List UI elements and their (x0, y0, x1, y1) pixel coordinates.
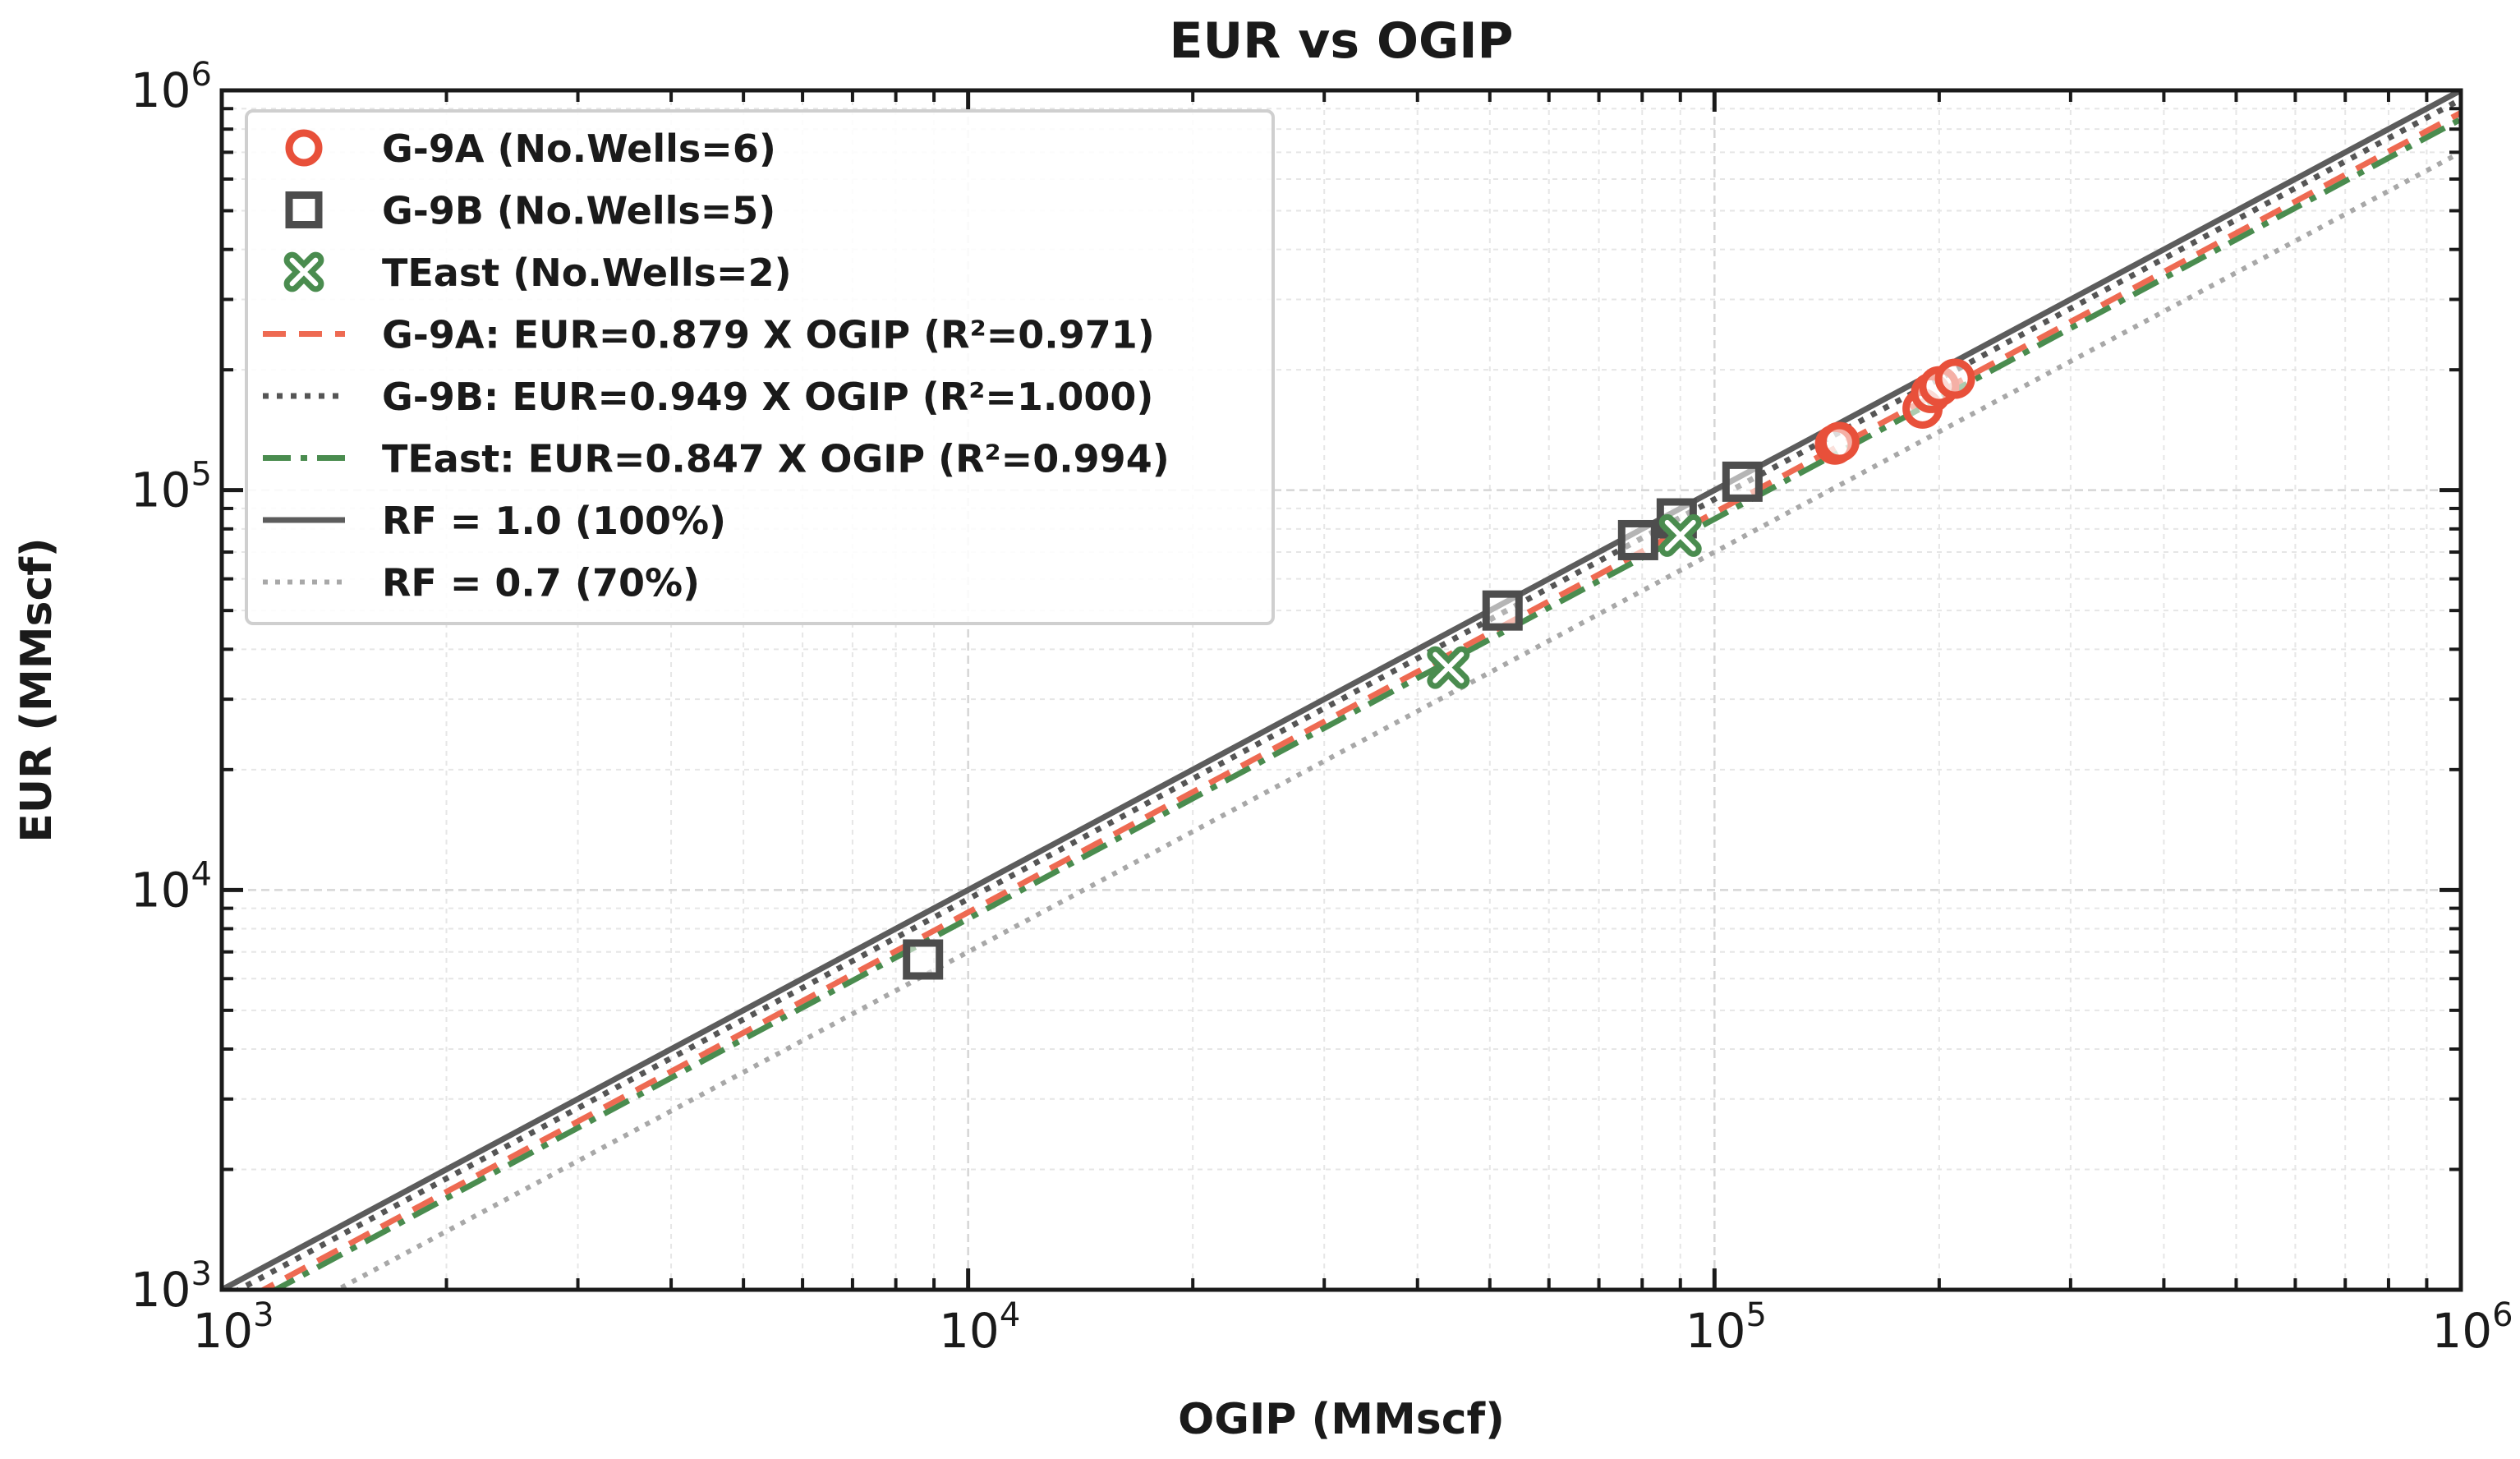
data-point (903, 939, 944, 980)
fit-line (232, 96, 2461, 1290)
fit-line (222, 90, 2461, 1290)
data-point (1482, 590, 1523, 631)
data-point-highlight (289, 257, 319, 287)
y-axis-label: EUR (MMscf) (12, 537, 62, 842)
data-point (1819, 421, 1860, 463)
data-point (1722, 461, 1763, 502)
x-tick-label: 105 (1685, 1296, 1767, 1359)
data-points (903, 358, 1975, 980)
legend-label: G-9B: EUR=0.949 X OGIP (R²=1.000) (382, 375, 1153, 419)
data-point (1934, 358, 1975, 399)
chart-title: EUR vs OGIP (1169, 12, 1513, 70)
legend-label: G-9A (No.Wells=6) (382, 127, 776, 171)
data-point-highlight (1432, 651, 1465, 683)
legend-label: G-9B (No.Wells=5) (382, 189, 775, 233)
tick-labels: 103 104 105 106 103 104 105 106 (131, 56, 2513, 1359)
legend-label: G-9A: EUR=0.879 X OGIP (R²=0.971) (382, 313, 1155, 357)
legend-label: TEast (No.Wells=2) (382, 251, 792, 295)
plot-frame (219, 88, 2463, 1292)
fit-line (257, 110, 2461, 1290)
x-tick-label: 104 (939, 1296, 1020, 1359)
y-tick-label: 103 (131, 1255, 212, 1318)
x-tick-label: 103 (192, 1296, 274, 1359)
fit-line (332, 150, 2461, 1290)
legend-label: RF = 1.0 (100%) (382, 499, 726, 543)
y-tick-label: 104 (131, 855, 212, 918)
fit-line (269, 117, 2461, 1290)
legend-box (245, 109, 1275, 625)
y-tick-label: 105 (131, 456, 212, 518)
data-point-highlight (1664, 519, 1696, 551)
x-axis-label: OGIP (MMscf) (1178, 1395, 1505, 1444)
data-point (285, 191, 323, 228)
legend-label: TEast: EUR=0.847 X OGIP (R²=0.994) (382, 437, 1170, 481)
x-tick-label: 106 (2431, 1296, 2513, 1359)
axis-ticks (219, 88, 2463, 1292)
legend: G-9A (No.Wells=6) G-9B (No.Wells=5) TEast … (245, 109, 1275, 625)
legend-label: RF = 0.7 (70%) (382, 561, 700, 605)
y-tick-label: 106 (131, 56, 212, 118)
data-point (285, 129, 323, 167)
data-point (1617, 519, 1658, 560)
reference-lines (222, 90, 2461, 1290)
